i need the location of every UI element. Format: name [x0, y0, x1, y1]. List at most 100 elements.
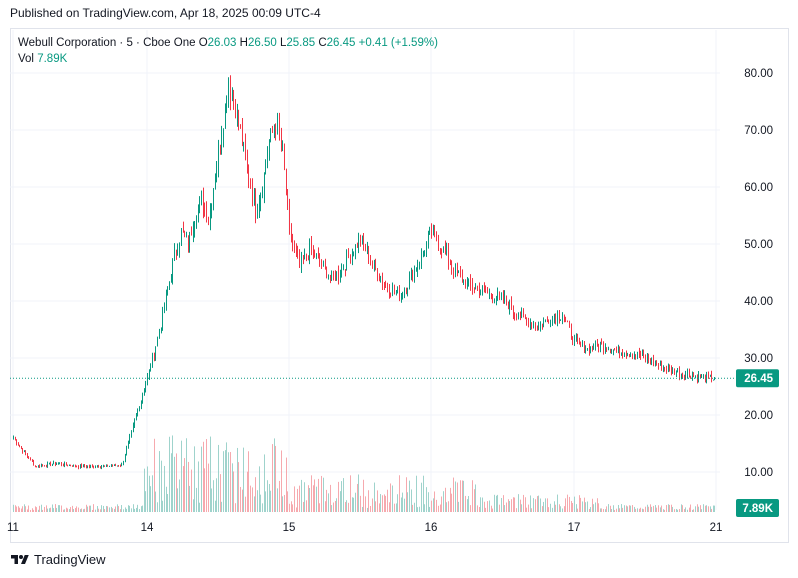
volume-bar: [323, 477, 324, 512]
y-tick-label: 20.00: [744, 410, 773, 422]
candle-body: [254, 195, 255, 200]
candle-body: [325, 261, 326, 267]
volume-bar: [55, 504, 56, 512]
volume-bar: [480, 497, 481, 512]
volume-bar: [629, 505, 630, 512]
volume-bar: [92, 509, 93, 512]
candle-body: [619, 346, 620, 355]
candle-body: [125, 455, 126, 461]
volume-bar: [584, 497, 585, 512]
volume-bars: [13, 435, 715, 512]
candle-body: [698, 374, 699, 381]
chart-frame[interactable]: [10, 28, 789, 543]
volume-bar: [571, 500, 572, 512]
candle-body: [81, 464, 82, 468]
volume-bar: [254, 496, 255, 512]
candle-body: [80, 464, 81, 468]
volume-bar: [528, 504, 529, 512]
symbol-name[interactable]: Webull Corporation · 5 · Cboe One: [18, 37, 196, 49]
candle-body: [380, 278, 381, 280]
volume-bar: [64, 509, 65, 512]
candle-body: [482, 287, 483, 292]
candle-body: [389, 287, 390, 294]
volume-bar: [213, 480, 214, 512]
candle-body: [441, 248, 442, 253]
volume-bar: [126, 508, 127, 512]
candle-body: [47, 463, 48, 467]
candle-body: [653, 358, 654, 364]
volume-bar: [587, 501, 588, 512]
volume-bar: [513, 497, 514, 512]
candle-body: [608, 348, 609, 350]
volume-bar: [465, 495, 466, 512]
candle-body: [580, 341, 581, 345]
candle-body: [243, 141, 244, 145]
volume-bar: [639, 508, 640, 512]
candle-body: [368, 249, 369, 262]
volume-bar: [424, 504, 425, 512]
volume-bar: [114, 508, 115, 512]
volume-bar: [711, 508, 712, 512]
candle-body: [480, 291, 481, 295]
volume-bar: [669, 504, 670, 512]
candle-body: [238, 110, 239, 126]
volume-bar: [93, 504, 94, 512]
volume-bar: [460, 480, 461, 512]
candle-body: [308, 256, 309, 259]
volume-legend-value: 7.89K: [37, 53, 68, 65]
volume-bar: [335, 500, 336, 512]
volume-bar: [35, 506, 36, 512]
candle-body: [489, 293, 490, 295]
candle-body: [275, 130, 276, 132]
candle-body: [506, 296, 507, 303]
volume-bar: [467, 499, 468, 512]
candle-body: [632, 354, 633, 358]
candle-body: [52, 464, 53, 466]
volume-bar: [281, 450, 282, 512]
volume-bar: [653, 505, 654, 512]
volume-bar: [15, 505, 16, 512]
volume-bar: [336, 498, 337, 512]
volume-bar: [621, 504, 622, 512]
candle-body: [677, 370, 678, 373]
candle-body: [95, 467, 96, 469]
volume-bar: [262, 503, 263, 512]
candle-body: [491, 293, 492, 297]
candle-body: [167, 288, 168, 294]
candle-body: [281, 135, 282, 146]
candle-body: [228, 86, 229, 105]
volume-bar: [367, 507, 368, 512]
volume-bar: [259, 466, 260, 512]
volume-bar: [530, 495, 531, 512]
candle-body: [559, 315, 560, 321]
volume-bar: [76, 506, 77, 512]
volume-bar: [199, 502, 200, 512]
volume-bar: [289, 503, 290, 512]
volume-bar: [484, 501, 485, 512]
candle-body: [93, 465, 94, 468]
volume-bar: [203, 441, 204, 512]
volume-bar: [387, 489, 388, 512]
candle-body: [154, 354, 155, 357]
candle-body: [328, 276, 329, 279]
footer-brand[interactable]: TradingView: [34, 552, 106, 567]
candle-body: [404, 290, 405, 296]
candle-body: [269, 140, 270, 156]
volume-bar: [682, 505, 683, 512]
y-tick-label: 10.00: [744, 467, 773, 479]
candle-body: [193, 229, 194, 235]
candle-body: [242, 128, 243, 145]
tradingview-logo-icon[interactable]: [10, 553, 30, 567]
candle-body: [362, 236, 363, 242]
candle-body: [593, 348, 594, 350]
candle-body: [282, 145, 283, 147]
candle-body: [341, 269, 342, 277]
volume-bar: [396, 503, 397, 512]
volume-bar: [511, 499, 512, 512]
volume-bar: [292, 504, 293, 512]
candle-body: [294, 244, 295, 247]
volume-bar: [580, 497, 581, 512]
candle-body: [516, 315, 517, 319]
volume-bar: [372, 498, 373, 512]
